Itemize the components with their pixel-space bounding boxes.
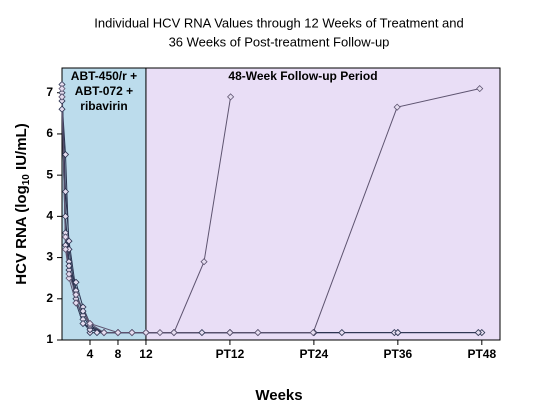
y-tick-label: 2: [46, 291, 53, 305]
data-point: [86, 326, 94, 334]
data-point: [226, 329, 234, 337]
region-label: ABT-450/r +: [71, 69, 137, 83]
y-axis-label-part: IU/mL): [13, 123, 30, 174]
data-point: [61, 233, 70, 241]
chart-title: 36 Weeks of Post-treatment Follow-up: [169, 34, 390, 49]
data-point: [114, 329, 122, 337]
data-point: [61, 245, 70, 253]
region: [145, 67, 501, 341]
data-point: [65, 270, 73, 278]
data-point: [142, 329, 150, 337]
data-point: [65, 274, 73, 282]
y-axis-label-part: HCV RNA (log: [13, 185, 30, 284]
x-tick-label: PT24: [300, 347, 329, 361]
data-point: [100, 329, 108, 337]
data-point: [72, 291, 80, 299]
data-point: [170, 329, 178, 337]
data-point: [61, 188, 70, 196]
y-tick-label: 6: [46, 126, 53, 140]
data-point: [198, 329, 206, 337]
data-point: [79, 319, 87, 328]
data-point: [58, 105, 66, 113]
data-point: [93, 329, 101, 337]
chart-title: Individual HCV RNA Values through 12 Wee…: [94, 15, 464, 30]
data-point: [338, 329, 346, 337]
region-label: ribavirin: [80, 99, 127, 113]
y-tick-label: 1: [46, 332, 53, 346]
x-tick-label: 4: [87, 347, 94, 361]
data-point: [128, 329, 136, 337]
data-point: [394, 329, 402, 337]
x-tick-label: PT48: [467, 347, 496, 361]
y-tick-label: 3: [46, 250, 53, 264]
data-point: [65, 237, 73, 245]
data-point: [476, 85, 484, 93]
data-point: [65, 262, 73, 270]
data-point: [58, 97, 66, 105]
data-point: [58, 85, 66, 93]
x-tick-label: PT36: [384, 347, 413, 361]
data-point: [156, 329, 164, 337]
region-label: ABT-072 +: [75, 84, 133, 98]
data-point: [227, 93, 235, 101]
data-point: [309, 329, 317, 337]
data-point: [200, 258, 208, 266]
data-point: [61, 212, 70, 220]
y-tick-label: 7: [46, 85, 53, 99]
y-axis-label-sub: 10: [21, 174, 32, 186]
data-point: [254, 329, 262, 337]
y-axis-label: HCV RNA (log10 IU/mL): [13, 123, 32, 284]
data-point: [72, 299, 80, 307]
x-tick-label: 12: [139, 347, 153, 361]
x-tick-label: 8: [115, 347, 122, 361]
data-point: [474, 329, 482, 337]
region-label: 48-Week Follow-up Period: [228, 69, 377, 83]
data-point: [86, 319, 94, 328]
data-point: [79, 307, 87, 315]
data-point: [61, 150, 70, 159]
data-point: [58, 93, 66, 101]
x-axis-label: Weeks: [255, 387, 302, 404]
data-point: [393, 103, 401, 111]
y-tick-label: 4: [46, 209, 53, 223]
x-tick-label: PT12: [216, 347, 245, 361]
data-point: [72, 278, 80, 286]
y-tick-label: 5: [46, 167, 53, 181]
